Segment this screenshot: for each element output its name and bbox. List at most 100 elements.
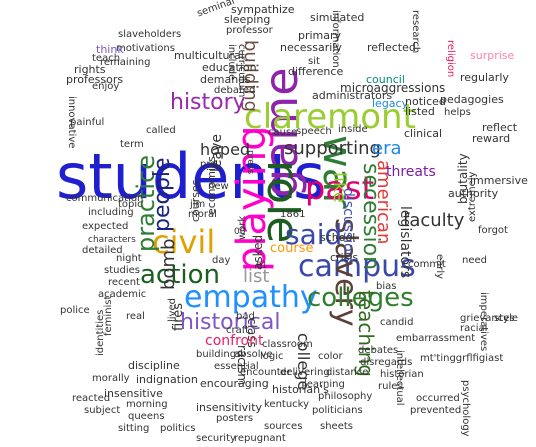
word-microaggressions: microaggressions xyxy=(340,81,446,95)
word-demands: demands xyxy=(200,73,251,86)
word-crisis: crisis xyxy=(330,251,359,264)
word-history: history xyxy=(170,90,246,115)
word-action: action xyxy=(140,260,221,290)
word-lived: lived xyxy=(167,298,178,322)
word-buildings: buildings xyxy=(196,349,242,360)
word-racial: racial xyxy=(460,323,488,334)
word-prevented: prevented xyxy=(410,405,462,416)
word-listed: listed xyxy=(405,105,435,118)
word-religion: religion xyxy=(445,40,456,78)
word-jim: jim xyxy=(190,199,206,210)
word-politicians: politicians xyxy=(312,405,363,416)
word-administrators: administrators xyxy=(312,89,393,102)
word-insensitive: insensitive xyxy=(104,387,163,400)
word-learning: learning xyxy=(304,379,345,390)
word-insensitivity: insensitivity xyxy=(196,401,263,414)
word-colleges: colleges xyxy=(307,283,414,313)
word-regularly: regularly xyxy=(460,71,509,84)
word-need: need xyxy=(462,255,487,266)
word-imperatives: imperatives xyxy=(478,292,489,352)
word-claremont: claremont xyxy=(244,97,416,137)
word-sheets: sheets xyxy=(320,421,353,432)
word-hoped: hoped xyxy=(200,140,251,159)
word-politics: politics xyxy=(160,423,196,434)
word-enjoy: enjoy xyxy=(92,81,120,92)
word-teach: teach xyxy=(92,53,121,64)
word-communication: communication xyxy=(66,193,144,204)
word-press: press xyxy=(245,150,255,175)
word-students: students xyxy=(56,140,326,213)
word-slaveholders: slaveholders xyxy=(118,29,182,40)
word-pro: pro xyxy=(200,159,217,170)
word-campus: campus xyxy=(298,249,416,284)
word-intellectual: intellectual xyxy=(394,350,405,406)
word-reacted: reacted xyxy=(72,393,111,404)
word-reward: reward xyxy=(472,132,511,145)
word-style: style xyxy=(494,313,518,324)
word-rights: rights xyxy=(74,63,106,76)
word-day: day xyxy=(212,255,231,266)
word-studies: studies xyxy=(104,265,140,276)
word-historians: historian's xyxy=(272,383,329,396)
word-classroom: classroom xyxy=(262,339,313,350)
word-delivering: delivering xyxy=(280,367,330,378)
word-bias: bias xyxy=(376,281,397,292)
word-real: real xyxy=(126,311,145,322)
word-recent: recent xyxy=(108,277,140,288)
word-logic: logic xyxy=(260,351,284,362)
word-historical: historical xyxy=(180,310,281,335)
word-discipline: discipline xyxy=(128,359,180,372)
word-speech: speech xyxy=(296,126,332,137)
word-debates: debates xyxy=(358,345,399,356)
word-queens: queens xyxy=(128,411,165,422)
word-people: people xyxy=(150,157,175,232)
word-bomb: bomb xyxy=(158,238,179,290)
word-morning: morning xyxy=(126,399,168,410)
word-discussion: discussion xyxy=(340,188,356,261)
word-remaining: remaining xyxy=(100,57,151,68)
word-called: called xyxy=(146,125,176,136)
word-encouraging: encouraging xyxy=(200,377,269,390)
word-00: 00 xyxy=(234,227,246,237)
word-curriculum: curriculum xyxy=(236,44,247,98)
word-subject: subject xyxy=(84,405,121,416)
word-sitting: sitting xyxy=(118,423,150,434)
word-professor: professor xyxy=(226,25,273,36)
word-mttinggrflfigiast: mt'tinggrflfigiast xyxy=(420,353,504,364)
word-craft: craft xyxy=(226,325,250,336)
word-professors: professors xyxy=(66,73,124,86)
word-philosophy: philosophy xyxy=(318,391,373,402)
word-repugnant: repugnant xyxy=(234,433,286,444)
word-security: security xyxy=(196,433,236,444)
word-threats: threats xyxy=(386,164,436,180)
word-sleeping: sleeping xyxy=(224,13,271,26)
word-civil: civil xyxy=(152,223,216,261)
word-identities: identities xyxy=(95,309,106,356)
word-simulated: simulated xyxy=(310,11,365,24)
word-noticed: noticed xyxy=(405,95,446,108)
word-course: course xyxy=(270,241,314,256)
word-faculty: faculty xyxy=(403,210,465,231)
word-include: include xyxy=(226,44,237,81)
word-morally: morally xyxy=(92,373,130,384)
word-historian: historian xyxy=(380,369,424,380)
word-multicultural: multicultural xyxy=(174,49,244,62)
word-primary: primary xyxy=(298,29,342,42)
word-kentucky: kentucky xyxy=(264,399,310,410)
word-authority: authority xyxy=(448,187,499,200)
word-candid: candid xyxy=(380,317,414,328)
word-council: council xyxy=(366,73,405,86)
word-posters: posters xyxy=(216,413,254,424)
word-term: term xyxy=(120,139,144,150)
word-police: police xyxy=(60,305,90,316)
word-empathy: empathy xyxy=(184,280,318,315)
word-confront: confront xyxy=(205,333,264,349)
word-sympathize: sympathize xyxy=(231,3,295,16)
word-color: color xyxy=(318,351,343,362)
word-list: list xyxy=(243,266,270,287)
word-embarrassment: embarrassment xyxy=(396,333,476,344)
word-clinical: clinical xyxy=(404,127,443,140)
word-topic: topic xyxy=(118,199,143,210)
word-grievances: grievances xyxy=(460,313,515,324)
